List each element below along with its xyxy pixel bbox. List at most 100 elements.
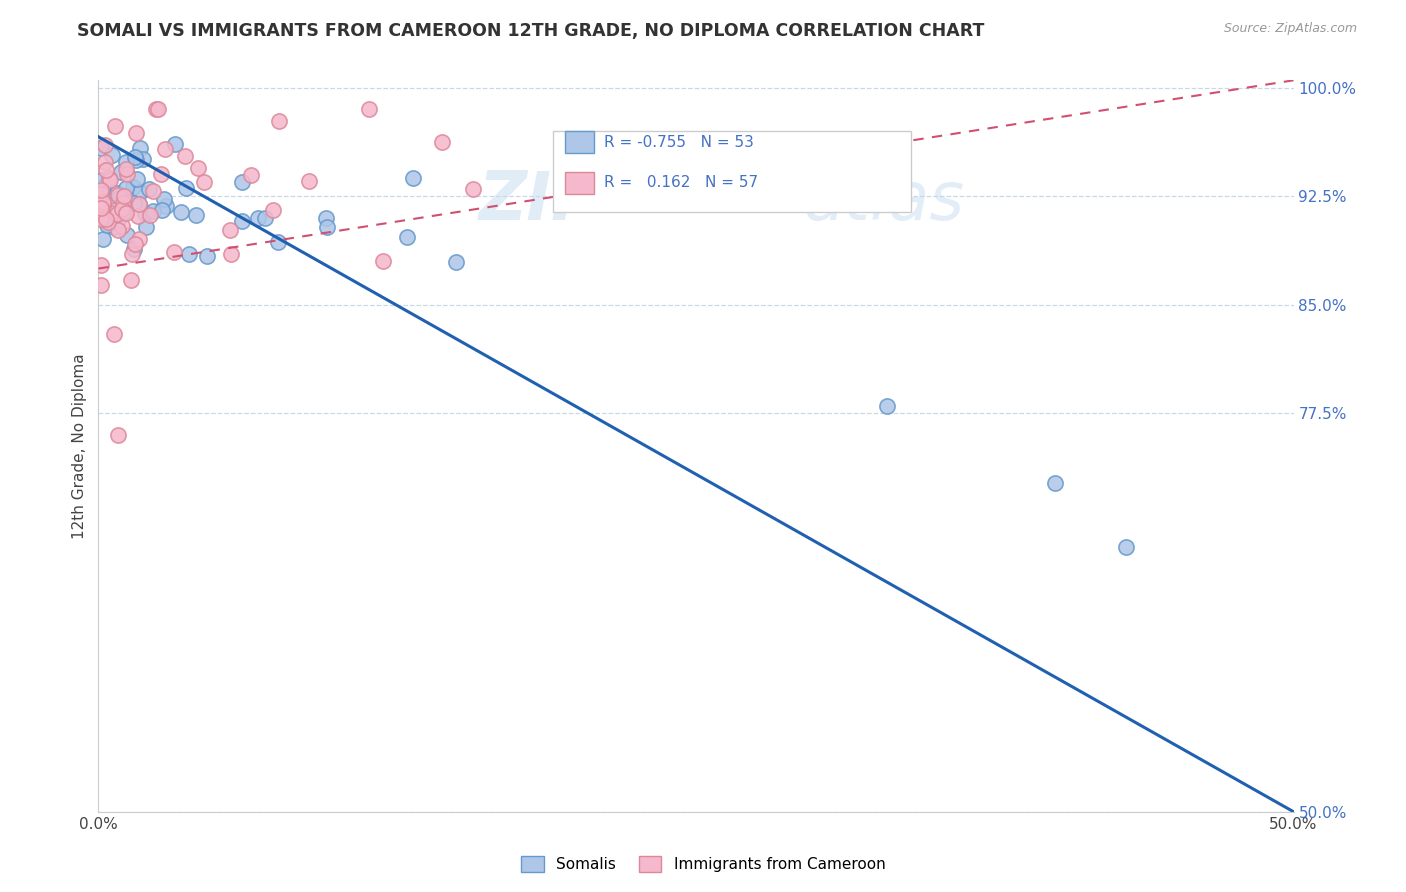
- Point: [129, 141, 152, 155]
- Point: [90, 201, 112, 215]
- Point: [97, 215, 120, 229]
- Point: [231, 214, 253, 228]
- Point: [103, 119, 125, 133]
- Point: [124, 237, 146, 252]
- Point: [269, 114, 291, 128]
- Point: [124, 196, 146, 211]
- Point: [115, 181, 138, 195]
- Point: [104, 203, 127, 218]
- Point: [396, 230, 419, 244]
- Point: [266, 235, 288, 249]
- Point: [90, 186, 112, 201]
- Point: [177, 246, 200, 260]
- Point: [187, 161, 209, 176]
- Point: [105, 206, 128, 220]
- Point: [174, 181, 197, 195]
- Text: R = -0.755   N = 53: R = -0.755 N = 53: [605, 135, 754, 150]
- Point: [120, 273, 142, 287]
- Point: [93, 137, 115, 152]
- Point: [111, 202, 134, 216]
- Point: [231, 175, 253, 189]
- Text: R =   0.162   N = 57: R = 0.162 N = 57: [605, 175, 758, 190]
- Point: [1043, 475, 1066, 490]
- Point: [111, 219, 134, 233]
- Point: [91, 173, 114, 187]
- Point: [121, 246, 143, 260]
- Point: [195, 249, 218, 263]
- Point: [315, 211, 337, 226]
- Point: [165, 136, 187, 151]
- Point: [93, 154, 115, 169]
- Point: [90, 183, 112, 197]
- Point: [127, 171, 149, 186]
- Point: [142, 203, 165, 218]
- Point: [90, 211, 112, 226]
- Point: [430, 135, 453, 149]
- Point: [184, 208, 207, 222]
- Point: [90, 278, 112, 293]
- Point: [103, 327, 125, 342]
- Point: [97, 171, 120, 186]
- Point: [162, 245, 184, 260]
- Point: [298, 173, 321, 187]
- Point: [115, 167, 138, 181]
- Bar: [565, 131, 595, 153]
- Point: [402, 170, 425, 185]
- Point: [115, 227, 138, 242]
- Point: [127, 209, 149, 223]
- Point: [90, 258, 112, 272]
- Point: [170, 205, 193, 219]
- Point: [114, 205, 136, 219]
- Point: [134, 206, 156, 220]
- Point: [218, 223, 240, 237]
- Point: [111, 195, 134, 210]
- Point: [149, 167, 172, 181]
- Point: [100, 206, 122, 220]
- Point: [876, 399, 898, 413]
- Point: [128, 232, 150, 246]
- Text: Source: ZipAtlas.com: Source: ZipAtlas.com: [1223, 22, 1357, 36]
- Point: [94, 212, 117, 227]
- Text: atlas: atlas: [804, 168, 965, 234]
- Point: [128, 185, 150, 199]
- Point: [90, 141, 112, 155]
- Y-axis label: 12th Grade, No Diploma: 12th Grade, No Diploma: [72, 353, 87, 539]
- Point: [247, 211, 270, 226]
- Point: [128, 197, 150, 211]
- Point: [91, 194, 114, 209]
- Point: [174, 149, 197, 163]
- Point: [262, 203, 284, 218]
- Legend: Somalis, Immigrants from Cameroon: Somalis, Immigrants from Cameroon: [513, 848, 893, 880]
- Point: [105, 186, 128, 200]
- Point: [254, 211, 277, 226]
- Point: [153, 192, 176, 206]
- Point: [115, 155, 138, 169]
- Bar: [565, 171, 595, 194]
- Point: [101, 197, 124, 211]
- Point: [114, 205, 136, 219]
- Point: [124, 242, 146, 256]
- Point: [371, 254, 394, 268]
- Point: [91, 198, 114, 212]
- Point: [141, 184, 163, 198]
- Point: [98, 173, 121, 187]
- Point: [101, 147, 124, 161]
- Point: [114, 194, 136, 209]
- Point: [114, 189, 136, 203]
- Point: [125, 126, 148, 140]
- Point: [145, 102, 167, 116]
- Point: [135, 220, 157, 235]
- Text: SOMALI VS IMMIGRANTS FROM CAMEROON 12TH GRADE, NO DIPLOMA CORRELATION CHART: SOMALI VS IMMIGRANTS FROM CAMEROON 12TH …: [77, 22, 984, 40]
- Point: [103, 219, 125, 234]
- Point: [1115, 540, 1137, 554]
- Point: [128, 197, 150, 211]
- Point: [153, 142, 176, 156]
- Point: [107, 187, 129, 202]
- Point: [91, 232, 114, 246]
- Point: [357, 102, 380, 116]
- Point: [122, 180, 145, 194]
- Text: ZIP: ZIP: [478, 168, 600, 234]
- Point: [131, 153, 153, 167]
- Point: [138, 182, 160, 196]
- Point: [110, 165, 132, 179]
